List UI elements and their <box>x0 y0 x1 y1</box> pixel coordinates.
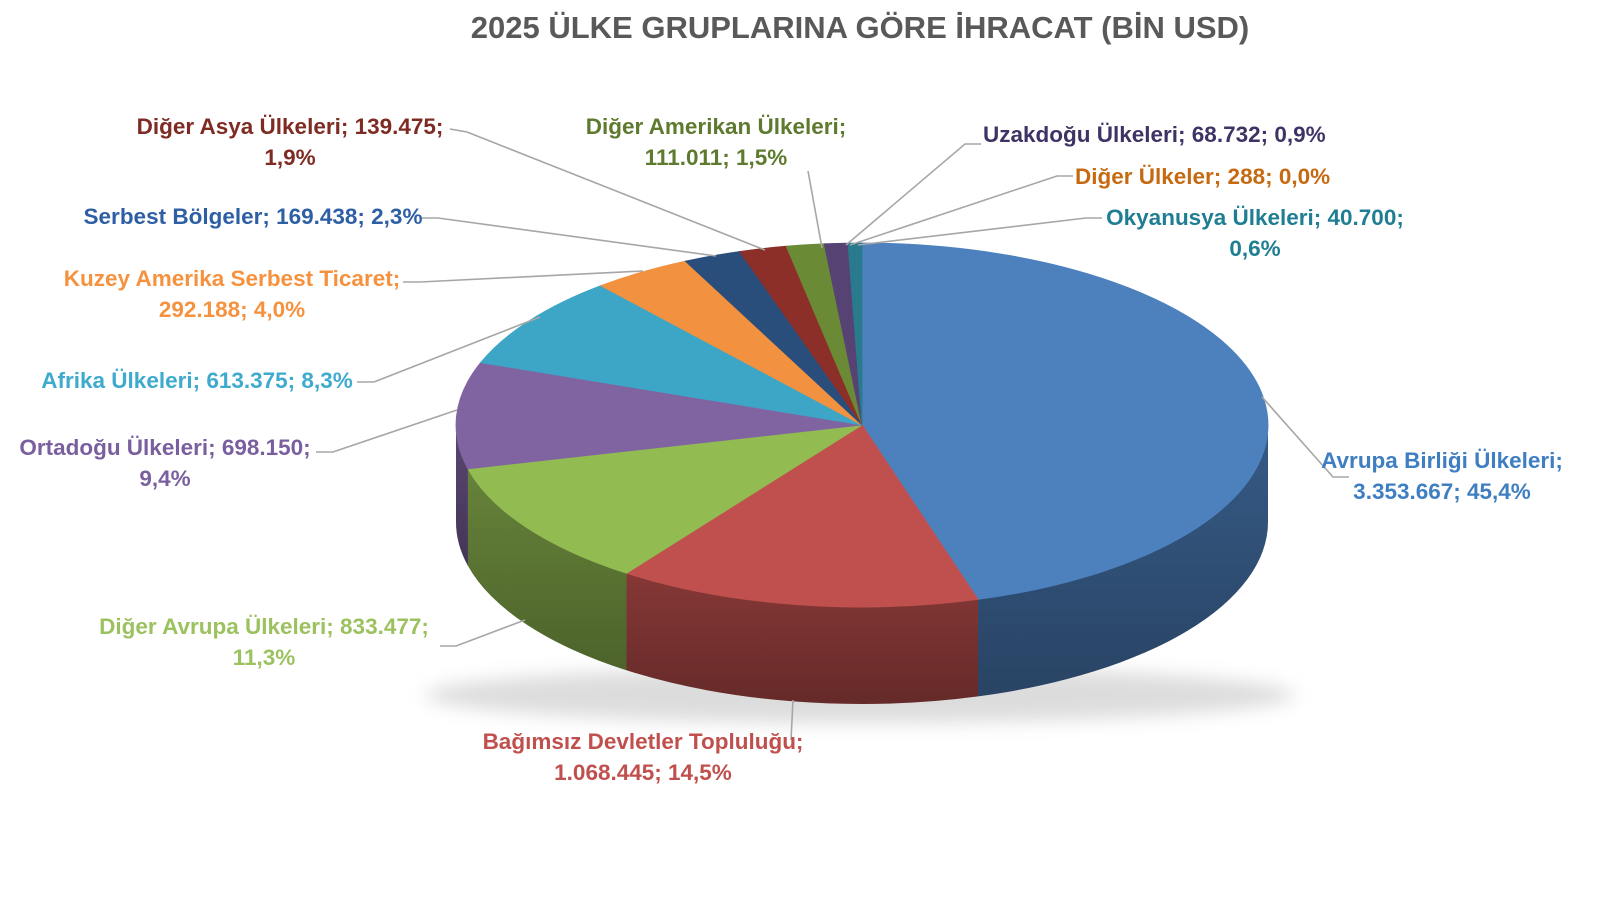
leader-lines <box>316 128 1349 741</box>
pie-slice-diger-avrupa <box>467 424 863 574</box>
pie-slice-side-shade-ortadogu <box>456 425 468 566</box>
leader-line-bagimsiz-devletler <box>790 699 794 741</box>
leader-line-uzakdogu <box>845 143 981 246</box>
pie-side-walls <box>456 425 1268 705</box>
leader-line-diger-asya <box>449 128 766 251</box>
leader-line-okyanusya <box>857 217 1102 246</box>
leader-line-kuzey-amerika-serbest-ticaret <box>403 270 644 283</box>
leader-line-ortadogu <box>316 409 458 453</box>
pie-slice-side-shade-bagimsiz-devletler <box>626 573 979 705</box>
leader-line-avrupa-birligi <box>1261 396 1349 478</box>
chart-title: 2025 ÜLKE GRUPLARINA GÖRE İHRACAT (BİN U… <box>470 10 1250 45</box>
leader-line-diger-ulkeler <box>849 175 1073 246</box>
leader-line-diger-avrupa <box>440 619 526 647</box>
pie-slice-side-shade-avrupa-birligi <box>978 425 1268 697</box>
leader-line-diger-amerikan <box>807 170 823 249</box>
pie-slice-ortadogu <box>455 362 863 470</box>
pie-slice-side-shade-diger-avrupa <box>467 468 627 671</box>
leader-line-serbest-bolgeler <box>421 217 717 257</box>
pie-top-faces <box>455 242 1269 608</box>
leader-line-afrika <box>357 316 541 383</box>
pie-slice-bagimsiz-devletler <box>625 424 979 608</box>
